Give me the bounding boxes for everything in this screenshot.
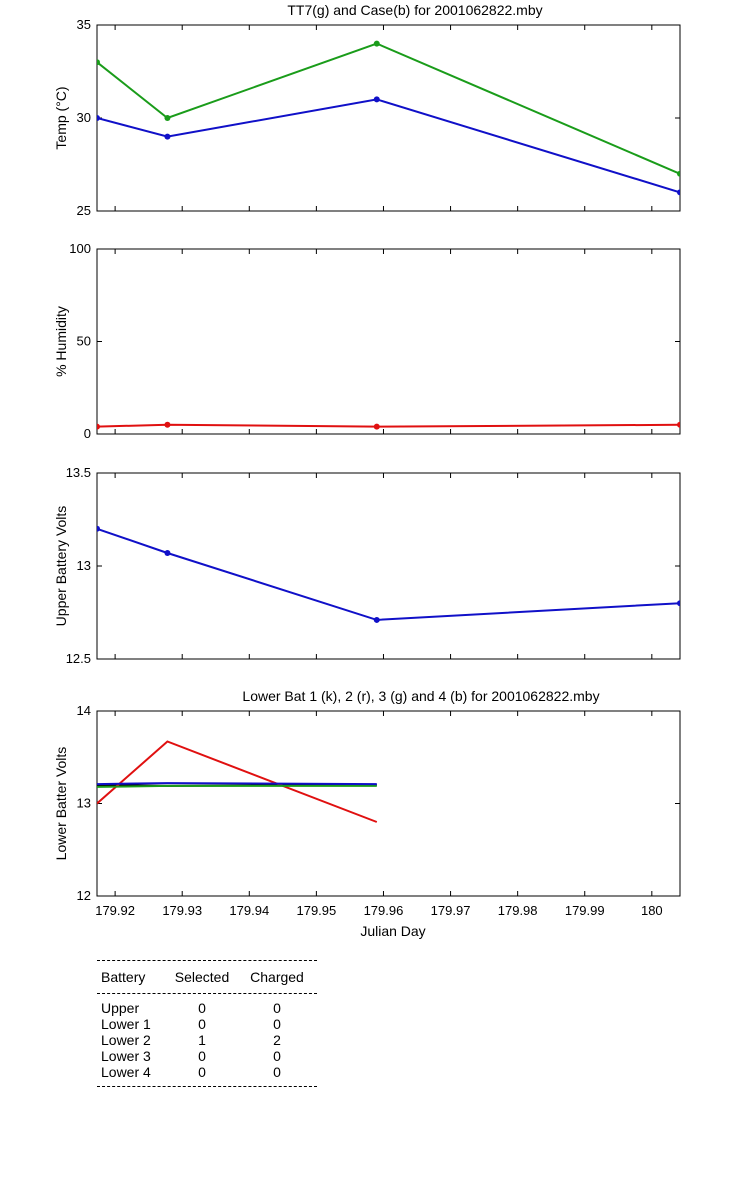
y-tick-label: 12.5 bbox=[66, 651, 91, 666]
y-tick-label: 0 bbox=[84, 426, 91, 441]
charged-value: 0 bbox=[273, 1064, 281, 1080]
data-point bbox=[164, 421, 171, 428]
series-line-1 bbox=[97, 423, 680, 428]
series-line-1 bbox=[97, 527, 680, 621]
table-row: Upper 0 0 bbox=[97, 1000, 317, 1016]
x-tick-label: 179.99 bbox=[565, 903, 605, 918]
data-point bbox=[373, 96, 380, 103]
battery-name: Lower 4 bbox=[101, 1064, 151, 1080]
x-tick-label: 179.93 bbox=[162, 903, 202, 918]
table-divider bbox=[97, 1086, 317, 1087]
y-tick-label: 50 bbox=[77, 334, 91, 349]
plot-frame bbox=[96, 710, 681, 897]
selected-value: 0 bbox=[198, 1048, 206, 1064]
x-tick-label: 179.96 bbox=[364, 903, 404, 918]
data-point bbox=[97, 423, 100, 430]
x-tick-label: 179.92 bbox=[95, 903, 135, 918]
table-row: Lower 4 0 0 bbox=[97, 1064, 317, 1080]
selected-value: 0 bbox=[198, 1064, 206, 1080]
table-row: Lower 3 0 0 bbox=[97, 1048, 317, 1064]
selected-value: 1 bbox=[198, 1032, 206, 1048]
y-tick-label: 14 bbox=[77, 703, 91, 718]
battery-name: Upper bbox=[101, 1000, 140, 1016]
selected-value: 0 bbox=[198, 1000, 206, 1016]
chart-panel-2: 0 50 100 % Humidity bbox=[53, 241, 681, 441]
table-row: Lower 1 0 0 bbox=[97, 1016, 317, 1032]
data-point bbox=[164, 549, 171, 556]
header-battery: Battery bbox=[101, 969, 146, 985]
y-tick-label: 13.5 bbox=[66, 465, 91, 480]
plot-frame bbox=[96, 248, 681, 435]
y-axis-label: % Humidity bbox=[53, 306, 69, 377]
series-line-2 bbox=[97, 740, 378, 823]
data-point bbox=[97, 525, 100, 532]
selected-value: 0 bbox=[198, 1016, 206, 1032]
y-axis-label: Temp (°C) bbox=[53, 86, 69, 149]
y-axis-label: Upper Battery Volts bbox=[53, 506, 69, 627]
data-point bbox=[677, 189, 680, 196]
data-point bbox=[164, 133, 171, 140]
series-group bbox=[97, 421, 680, 430]
data-point bbox=[373, 423, 380, 430]
x-tick-label: 179.94 bbox=[229, 903, 269, 918]
y-axis-label: Lower Batter Volts bbox=[53, 747, 69, 861]
series-line-4 bbox=[97, 782, 377, 786]
series-group bbox=[97, 740, 378, 823]
y-tick-label: 13 bbox=[77, 558, 91, 573]
data-point bbox=[97, 59, 100, 66]
y-tick-label: 30 bbox=[77, 110, 91, 125]
x-tick-label: 179.98 bbox=[498, 903, 538, 918]
data-point bbox=[677, 170, 680, 177]
charged-value: 2 bbox=[273, 1032, 281, 1048]
charged-value: 0 bbox=[273, 1000, 281, 1016]
table-divider bbox=[97, 993, 317, 994]
table-header: Battery Selected Charged bbox=[97, 961, 317, 993]
chart-title: Lower Bat 1 (k), 2 (r), 3 (g) and 4 (b) … bbox=[242, 688, 599, 704]
plot-frame bbox=[96, 24, 681, 212]
chart-panel-4: 12 13 14 Lower Bat 1 (k), 2 (r), 3 (g) and … bbox=[53, 688, 681, 939]
chart-panel-1: 25 30 35 TT7(g) and Case(b) for 2001062822.… bbox=[53, 2, 681, 218]
y-tick-label: 13 bbox=[77, 796, 91, 811]
series-line-3 bbox=[97, 784, 377, 788]
header-selected: Selected bbox=[174, 969, 230, 985]
charged-value: 0 bbox=[273, 1048, 281, 1064]
table-row: Lower 2 1 2 bbox=[97, 1032, 317, 1048]
x-tick-label: 180 bbox=[641, 903, 663, 918]
data-point bbox=[677, 600, 680, 607]
y-tick-label: 12 bbox=[77, 888, 91, 903]
table-divider bbox=[97, 960, 317, 961]
chart-title: TT7(g) and Case(b) for 2001062822.mby bbox=[287, 2, 542, 18]
data-point bbox=[97, 115, 100, 121]
y-tick-label: 100 bbox=[69, 241, 91, 256]
charged-value: 0 bbox=[273, 1016, 281, 1032]
x-tick-label: 179.97 bbox=[431, 903, 471, 918]
data-point bbox=[373, 616, 380, 623]
series-line-1 bbox=[97, 42, 680, 175]
data-point bbox=[164, 115, 171, 121]
battery-summary-table: Battery Selected Charged Upper 0 0 Lower… bbox=[97, 960, 317, 1087]
battery-name: Lower 3 bbox=[101, 1048, 151, 1064]
data-point bbox=[677, 421, 680, 428]
battery-name: Lower 1 bbox=[101, 1016, 151, 1032]
chart-panel-3: 12.5 13 13.5 Upper Battery Volts bbox=[53, 465, 681, 666]
header-charged: Charged bbox=[250, 969, 304, 985]
plot-frame bbox=[96, 472, 681, 660]
x-tick-label: 179.95 bbox=[296, 903, 336, 918]
data-point bbox=[373, 40, 380, 47]
x-axis-label: Julian Day bbox=[360, 923, 425, 939]
series-group bbox=[97, 525, 680, 623]
series-group bbox=[97, 40, 680, 196]
y-tick-label: 25 bbox=[77, 203, 91, 218]
series-line-2 bbox=[97, 98, 680, 194]
battery-name: Lower 2 bbox=[101, 1032, 151, 1048]
y-tick-label: 35 bbox=[77, 17, 91, 32]
